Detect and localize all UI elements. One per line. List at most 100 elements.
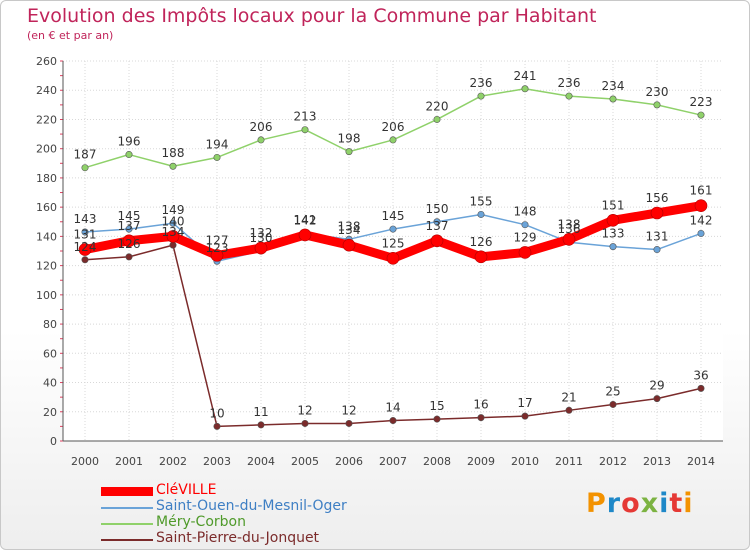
legend-label-cleville: CléVILLE (156, 482, 217, 498)
data-point (257, 136, 265, 144)
data-point (477, 92, 485, 100)
data-label: 11 (253, 405, 268, 419)
logo-letter: P (586, 488, 607, 519)
y-tick-label: 180 (36, 172, 57, 185)
data-point (166, 230, 180, 243)
logo-letter: i (683, 488, 694, 519)
legend-label-mery-corbon: Méry-Corbon (156, 514, 246, 530)
data-label: 143 (74, 212, 97, 226)
logo-letter: t (669, 488, 684, 519)
y-tick-label: 40 (43, 377, 57, 390)
data-point (653, 101, 661, 109)
data-label: 188 (162, 146, 185, 160)
data-point (653, 246, 661, 254)
data-point (474, 250, 488, 264)
data-label: 206 (382, 120, 405, 134)
x-tick-label: 2010 (511, 455, 539, 468)
data-label: 25 (605, 384, 620, 398)
data-point (81, 164, 89, 172)
data-label: 136 (558, 222, 581, 236)
data-label: 21 (561, 390, 576, 404)
data-label: 234 (602, 79, 625, 93)
data-point (389, 225, 397, 233)
data-point (521, 85, 529, 93)
data-label: 150 (426, 202, 449, 216)
data-label: 127 (206, 233, 229, 247)
legend-swatch-saint-ouen (101, 507, 153, 509)
data-label: 145 (118, 209, 141, 223)
data-label: 125 (382, 236, 405, 250)
x-tick-label: 2013 (643, 455, 671, 468)
legend-swatch-saint-pierre (101, 539, 153, 541)
y-tick-label: 220 (36, 113, 57, 126)
data-label: 134 (162, 225, 185, 239)
logo-letter: i (659, 488, 670, 519)
data-point (345, 419, 353, 427)
y-tick-label: 60 (43, 347, 57, 360)
data-point (169, 162, 177, 170)
y-tick-label: 0 (50, 435, 57, 448)
y-tick-label: 240 (36, 84, 57, 97)
data-point (213, 422, 221, 430)
x-tick-label: 2006 (335, 455, 363, 468)
data-point (694, 199, 708, 212)
data-point (389, 136, 397, 144)
data-point (697, 229, 705, 237)
data-point (477, 210, 485, 218)
data-point (213, 153, 221, 161)
data-point (609, 243, 617, 251)
data-point (125, 151, 133, 159)
data-label: 187 (74, 148, 97, 162)
data-label: 10 (209, 406, 224, 420)
data-label: 149 (162, 203, 185, 217)
data-label: 15 (429, 399, 444, 413)
y-tick-label: 80 (43, 318, 57, 331)
x-tick-label: 2011 (555, 455, 583, 468)
data-point (169, 241, 177, 249)
data-label: 137 (118, 219, 141, 233)
data-point (298, 228, 312, 242)
data-point (254, 241, 268, 255)
data-point (430, 234, 444, 248)
data-label: 223 (690, 95, 713, 109)
x-tick-label: 2004 (247, 455, 275, 468)
data-label: 126 (118, 237, 141, 251)
data-label: 236 (470, 76, 493, 90)
data-label: 123 (206, 241, 229, 255)
logo-letter: r (606, 488, 622, 519)
data-point (433, 415, 441, 423)
y-tick-label: 20 (43, 406, 57, 419)
data-point (125, 225, 133, 233)
data-point (342, 238, 356, 252)
y-tick-label: 140 (36, 230, 57, 243)
data-label: 213 (294, 110, 317, 124)
data-label: 194 (206, 137, 229, 151)
data-label: 142 (294, 213, 317, 227)
data-point (562, 233, 576, 246)
x-tick-label: 2007 (379, 455, 407, 468)
data-point (301, 419, 309, 427)
data-label: 12 (297, 403, 312, 417)
data-point (609, 95, 617, 103)
data-label: 142 (690, 213, 713, 227)
data-point (697, 384, 705, 392)
data-label: 148 (514, 205, 537, 219)
data-point (122, 234, 136, 248)
y-tick-label: 160 (36, 201, 57, 214)
data-label: 124 (74, 240, 97, 254)
data-point (169, 219, 177, 227)
data-label: 129 (514, 230, 537, 244)
data-label: 206 (250, 120, 273, 134)
data-point (125, 253, 133, 261)
x-tick-label: 2008 (423, 455, 451, 468)
data-label: 141 (294, 213, 317, 227)
data-label: 36 (693, 368, 708, 382)
data-label: 16 (473, 398, 488, 412)
data-point (81, 256, 89, 264)
data-point (386, 252, 400, 265)
data-label: 17 (517, 396, 532, 410)
data-label: 220 (426, 99, 449, 113)
data-point (606, 214, 620, 227)
